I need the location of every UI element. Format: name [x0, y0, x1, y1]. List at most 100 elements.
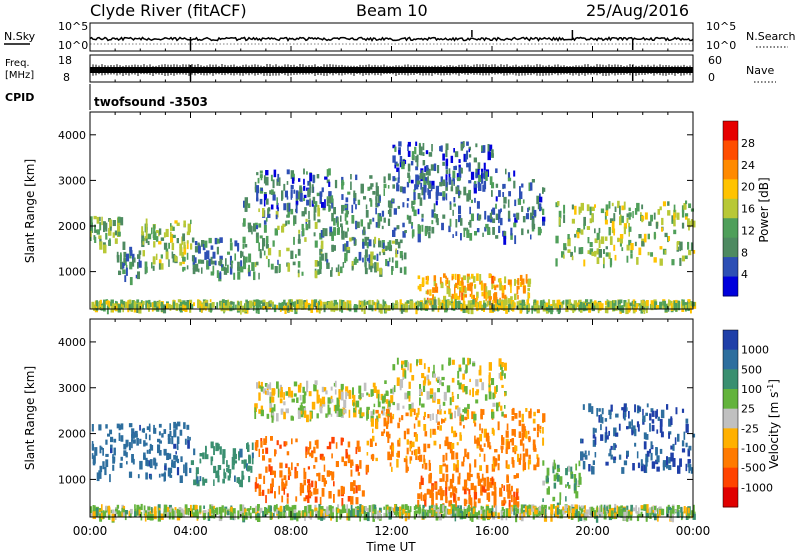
scatter-cell-8 [533, 209, 537, 217]
scatter-cell-8 [601, 417, 604, 424]
scatter-cell-10 [450, 296, 454, 305]
scatter-cell-12 [335, 304, 339, 311]
scatter-cell-9 [368, 505, 371, 513]
scatter-cell-8 [650, 408, 654, 413]
scatter-cell-2 [267, 488, 270, 494]
scatter-cell-2 [314, 496, 318, 503]
scatter-cell-3 [336, 410, 340, 418]
colorbar-swatch [723, 389, 738, 410]
scatter-cell-3 [381, 408, 385, 416]
scatter-cell-4 [533, 448, 537, 452]
scatter-cell-8 [649, 423, 651, 432]
scatter-cell-6 [511, 485, 513, 492]
scatter-cell-7 [394, 165, 397, 169]
scatter-cell-6 [411, 222, 414, 226]
scatter-cell-2 [158, 228, 162, 235]
scatter-cell-9 [283, 505, 286, 513]
scatter-cell-0 [120, 217, 124, 226]
scatter-cell-10 [507, 279, 511, 285]
scatter-cell-5 [473, 413, 477, 421]
colorbar-swatch [723, 487, 738, 508]
scatter-cell-5 [326, 198, 329, 207]
scatter-cell-4 [532, 439, 536, 445]
scatter-cell-4 [247, 203, 251, 209]
colorbar-swatch [723, 428, 738, 449]
scatter-cell-3 [194, 263, 199, 272]
scatter-cell-6 [365, 204, 368, 210]
scatter-cell-8 [643, 464, 646, 473]
scatter-cell-4 [439, 409, 442, 415]
scatter-cell-9 [211, 506, 214, 514]
scatter-cell-9 [413, 510, 416, 520]
scatter-cell-4 [259, 235, 263, 239]
scatter-cell-4 [439, 444, 441, 449]
scatter-cell-0 [143, 452, 146, 459]
scatter-cell-5 [303, 168, 305, 175]
scatter-cell-6 [393, 208, 397, 215]
scatter-cell-7 [477, 169, 480, 178]
scatter-cell-4 [267, 259, 270, 268]
scatter-cell-9 [427, 509, 430, 518]
scatter-cell-9 [418, 507, 421, 512]
scatter-cell-4 [301, 223, 304, 230]
scatter-cell-5 [442, 401, 446, 406]
scatter-cell-9 [474, 513, 478, 518]
scatter-cell-4 [386, 422, 389, 429]
scatter-cell-8 [596, 408, 599, 417]
scatter-cell-4 [277, 207, 280, 212]
scatter-cell-3 [370, 389, 374, 396]
time-axis: 00:00 04:00 08:00 12:00 16:00 20:00 00:00 [73, 46, 710, 538]
scatter-cell-9 [115, 511, 117, 520]
scatter-cell-2 [258, 448, 261, 458]
scatter-cell-9 [571, 508, 576, 514]
scatter-cell-9 [119, 513, 123, 518]
scatter-cell-3 [359, 413, 363, 419]
scatter-cell-4 [453, 430, 457, 438]
scatter-cell-8 [631, 419, 633, 426]
scatter-cell-5 [462, 409, 465, 413]
scatter-cell-6 [329, 232, 332, 237]
scatter-cell-2 [141, 226, 144, 233]
scatter-cell-4 [406, 428, 410, 435]
scatter-cell-6 [424, 499, 427, 507]
cpid-label: CPID [5, 91, 34, 104]
scatter-cell-6 [333, 207, 337, 215]
scatter-cell-6 [449, 484, 454, 489]
scatter-cell-5 [265, 170, 269, 176]
scatter-cell-8 [646, 403, 649, 408]
scatter-cell-2 [158, 262, 161, 270]
scatter-cell-9 [370, 251, 374, 260]
scatter-cell-11 [685, 213, 689, 217]
scatter-cell-2 [335, 442, 338, 449]
scatter-cell-6 [355, 174, 358, 181]
scatter-cell-0 [101, 216, 103, 226]
scatter-cell-4 [480, 413, 483, 420]
scatter-cell-4 [433, 440, 437, 446]
scatter-cell-7 [415, 141, 418, 146]
scatter-cell-12 [101, 305, 105, 309]
scatter-cell-3 [306, 380, 309, 389]
scatter-cell-9 [681, 511, 684, 519]
scatter-cell-12 [327, 301, 332, 310]
scatter-cell-8 [439, 192, 443, 196]
scatter-cell-6 [508, 499, 511, 507]
scatter-cell-4 [505, 430, 509, 438]
scatter-cell-10 [451, 293, 454, 299]
scatter-cell-4 [536, 424, 540, 432]
scatter-cell-1 [199, 459, 202, 464]
scatter-cell-8 [527, 207, 529, 213]
scatter-cell-9 [378, 507, 382, 513]
scatter-cell-12 [570, 305, 573, 311]
scatter-cell-10 [522, 286, 526, 294]
scatter-cell-1 [116, 251, 119, 257]
scatter-cell-0 [158, 423, 162, 428]
scatter-cell-12 [200, 304, 203, 313]
scatter-cell-7 [442, 161, 445, 166]
scatter-cell-3 [385, 399, 389, 404]
scatter-cell-6 [466, 487, 469, 491]
scatter-cell-6 [448, 500, 451, 507]
scatter-cell-3 [361, 412, 365, 417]
scatter-cell-2 [285, 480, 288, 486]
scatter-cell-9 [124, 510, 128, 515]
scatter-cell-10 [443, 273, 446, 278]
